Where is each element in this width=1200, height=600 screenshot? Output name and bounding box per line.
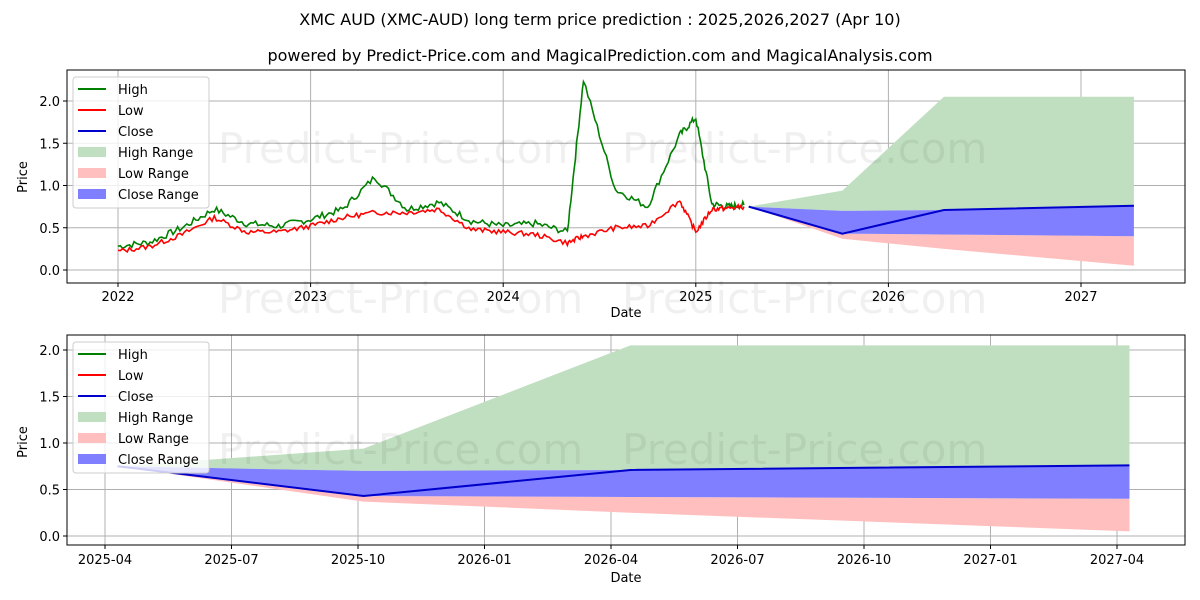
x-tick-label: 2023: [294, 290, 327, 305]
x-tick-label: 2025-07: [204, 553, 258, 568]
y-tick-label: 2.0: [39, 344, 60, 359]
watermark: Predict-Price.com: [218, 274, 583, 323]
high-range-area: [117, 345, 1130, 471]
high-range-legend-swatch: [78, 412, 106, 422]
series-lines: [117, 79, 1134, 254]
x-tick-label: 2024: [487, 290, 520, 305]
axes-frame: [66, 334, 1186, 546]
low-range-area: [748, 206, 1134, 266]
watermark: Predict-Price.com: [218, 124, 583, 173]
legend-box: [72, 76, 210, 209]
history-forecast-chart: Predict-Price.com Predict-Price.com Pred…: [16, 69, 1186, 323]
x-tick-label: 2026-04: [584, 553, 638, 568]
y-tick-label: 0.5: [39, 222, 60, 237]
x-axis-label: Date: [610, 306, 641, 321]
x-tick-label: 2025-04: [78, 553, 132, 568]
high-line: [117, 79, 745, 250]
close-range-legend-swatch: [78, 454, 106, 464]
close-range-area: [117, 465, 1130, 499]
x-tick-label: 2022: [101, 290, 134, 305]
x-tick-label: 2025: [679, 290, 712, 305]
y-axis-label: Price: [16, 426, 31, 458]
low-range-legend-swatch: [78, 433, 106, 443]
y-tick-label: 1.5: [39, 391, 60, 406]
close-range-legend-swatch: [78, 189, 106, 199]
low-line: [117, 200, 745, 254]
x-tick-label: 2027-04: [1090, 553, 1144, 568]
chart-title: XMC AUD (XMC-AUD) long term price predic…: [299, 10, 901, 29]
legend-box: [72, 341, 210, 474]
x-tick-label: 2026: [872, 290, 905, 305]
legend-label-close-range: Close Range: [118, 453, 199, 468]
axis-ticks: 2025-04 2025-07 2025-10 2026-01 2026-04 2026-…: [39, 344, 1144, 568]
legend-label-high: High: [118, 348, 148, 363]
high-range-legend-swatch: [78, 147, 106, 157]
x-tick-label: 2026-01: [457, 553, 511, 568]
legend-label-low: Low: [118, 104, 144, 119]
y-tick-label: 1.0: [39, 180, 60, 195]
axis-ticks: 2022 2023 2024 2025 2026 2027 0.0 0.5 1.0 1.5 2.0: [39, 95, 1097, 305]
y-tick-label: 2.0: [39, 95, 60, 110]
forecast-detail-chart: Predict-Price.com Predict-Price.com 2025…: [16, 334, 1186, 586]
legend: High Low Close High Range Low Range Close Ran…: [72, 76, 210, 209]
range-fills: [748, 96, 1134, 266]
legend-label-high: High: [118, 83, 148, 98]
x-tick-label: 2026-10: [837, 553, 891, 568]
x-axis-label: Date: [610, 571, 641, 586]
legend-label-high-range: High Range: [118, 146, 193, 161]
x-tick-label: 2026-07: [710, 553, 764, 568]
legend-label-close-range: Close Range: [118, 188, 199, 203]
legend: High Low Close High Range Low Range Close Ran…: [72, 341, 210, 474]
y-tick-label: 0.5: [39, 484, 60, 499]
watermark: Predict-Price.com: [622, 274, 987, 323]
close-line: [117, 464, 1130, 498]
legend-label-close: Close: [118, 125, 153, 140]
y-tick-label: 0.0: [39, 264, 60, 279]
low-range-area: [117, 466, 1130, 532]
x-tick-label: 2027: [1064, 290, 1097, 305]
watermark: Predict-Price.com: [622, 425, 987, 474]
x-tick-label: 2025-10: [331, 553, 385, 568]
y-tick-label: 0.0: [39, 530, 60, 545]
low-range-legend-swatch: [78, 168, 106, 178]
series-lines: [117, 464, 1130, 498]
chart-subtitle: powered by Predict-Price.com and Magical…: [267, 46, 933, 65]
y-tick-label: 1.5: [39, 137, 60, 152]
close-range-area: [748, 205, 1134, 237]
legend-label-low-range: Low Range: [118, 167, 189, 182]
legend-label-low-range: Low Range: [118, 432, 189, 447]
legend-label-low: Low: [118, 369, 144, 384]
legend-label-high-range: High Range: [118, 411, 193, 426]
x-tick-label: 2027-01: [963, 553, 1017, 568]
watermark: Predict-Price.com: [218, 425, 583, 474]
y-axis-label: Price: [16, 161, 31, 193]
range-fills: [117, 345, 1130, 532]
watermark: Predict-Price.com: [622, 124, 987, 173]
axes-frame: [66, 69, 1186, 284]
legend-label-close: Close: [118, 390, 153, 405]
y-tick-label: 1.0: [39, 437, 60, 452]
high-range-area: [748, 96, 1134, 211]
close-line: [748, 204, 1134, 235]
